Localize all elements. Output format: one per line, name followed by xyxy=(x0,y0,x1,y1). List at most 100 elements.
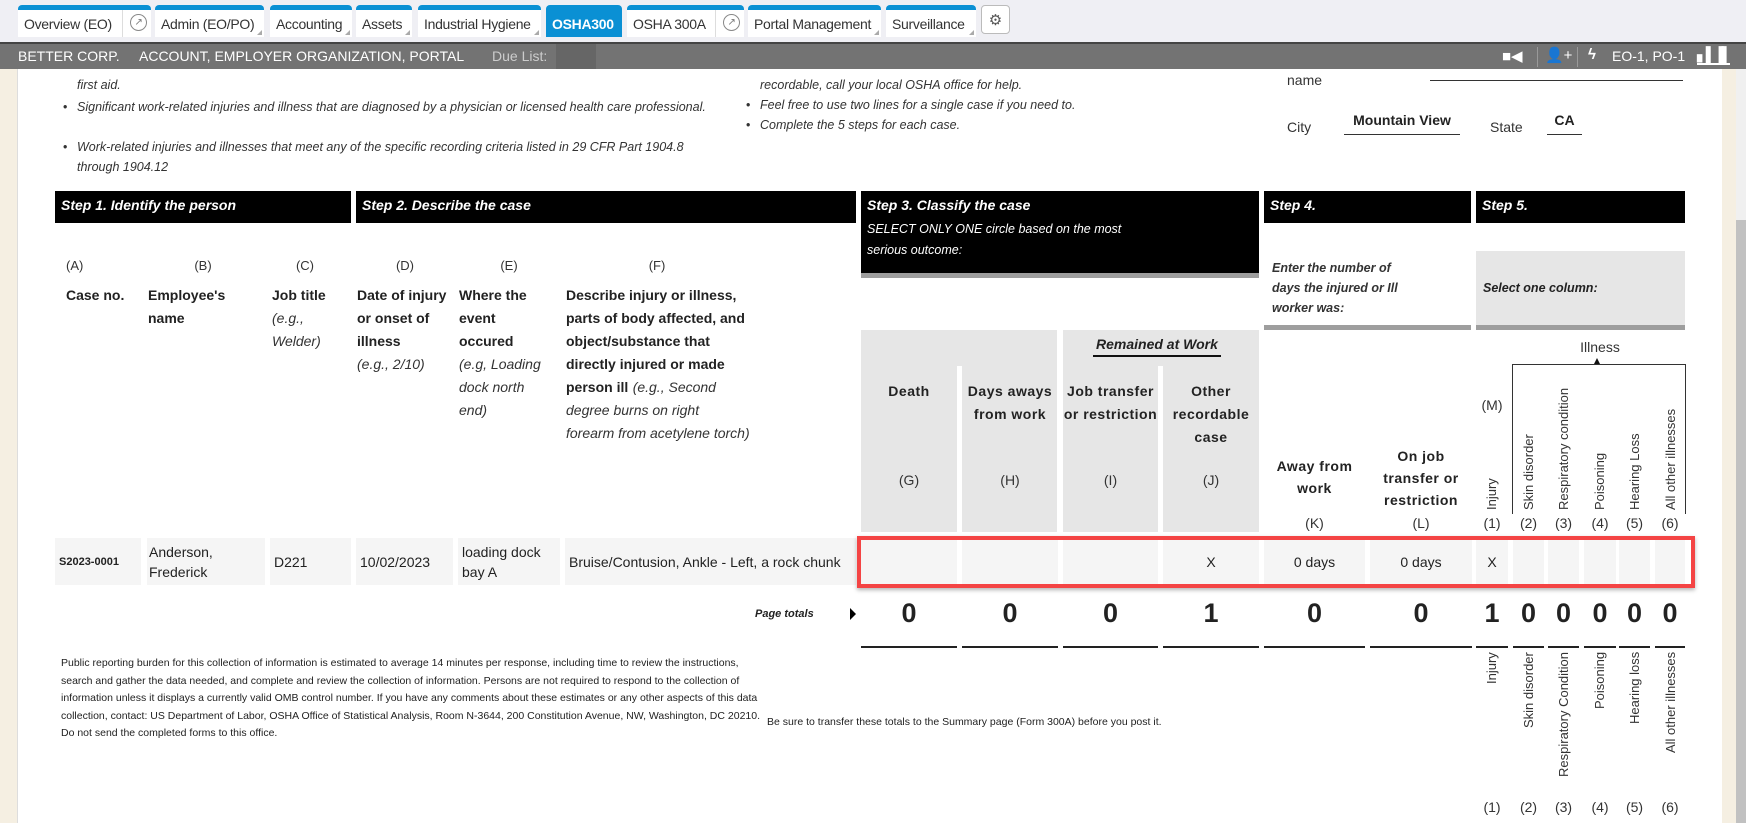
illness-col-num: (3) xyxy=(1554,515,1573,531)
dropdown-corner-icon xyxy=(534,30,539,35)
tab-industrial-hygiene[interactable]: Industrial Hygiene xyxy=(418,5,541,37)
company-name: BETTER CORP. xyxy=(18,48,120,64)
divider xyxy=(1537,47,1538,67)
col-f-title: Describe injury or illness, parts of bod… xyxy=(566,287,745,395)
tab-accounting[interactable]: Accounting xyxy=(270,5,352,37)
col-j-letter: (J) xyxy=(1202,472,1220,488)
org-codes[interactable]: EO-1, PO-1 xyxy=(1612,48,1686,64)
lightning-icon[interactable]: ϟ xyxy=(1588,46,1596,63)
dropdown-corner-icon xyxy=(405,30,410,35)
external-link-icon[interactable]: ↗ xyxy=(723,14,740,31)
dropdown-corner-icon xyxy=(345,30,350,35)
cell-m3[interactable] xyxy=(1548,538,1579,585)
bottom-col-num: (6) xyxy=(1661,799,1679,815)
bar-chart-icon[interactable]: ▖▌▐▌ xyxy=(1697,46,1732,65)
highlight-box xyxy=(857,536,1695,588)
illness-col-num: (4) xyxy=(1591,515,1609,531)
col-e-header: Where the event occured (e.g, Loading doc… xyxy=(459,284,559,422)
col-f-example: (e.g., Second degree burns on right fore… xyxy=(566,379,750,441)
total-underline xyxy=(1370,646,1472,648)
state-field[interactable]: CA xyxy=(1547,112,1582,135)
step1-header: Step 1. Identify the person xyxy=(55,191,351,223)
tab-label: Surveillance xyxy=(892,15,965,32)
city-label: City xyxy=(1287,119,1312,135)
illness-col-title: All other illnesses xyxy=(1663,408,1678,510)
col-k-title: Away from work xyxy=(1276,458,1353,496)
total-m3: 0 xyxy=(1555,598,1572,628)
illness-bracket xyxy=(1512,364,1686,514)
col-c-letter: (C) xyxy=(295,258,315,273)
cell-m5[interactable] xyxy=(1619,538,1650,585)
cell-m4[interactable] xyxy=(1584,538,1616,585)
tab-osha300[interactable]: OSHA300 xyxy=(546,5,622,37)
cell-g[interactable] xyxy=(861,538,957,585)
total-underline xyxy=(1476,646,1508,648)
step3-header: Step 3. Classify the case SELECT ONLY ON… xyxy=(861,191,1259,273)
bottom-col-num: (5) xyxy=(1625,799,1644,815)
illness-col-num: (1) xyxy=(1483,515,1501,531)
remained-at-work-label: Remained at Work xyxy=(1093,336,1221,357)
illness-col-num: (6) xyxy=(1661,515,1679,531)
tab-portal-management[interactable]: Portal Management xyxy=(748,5,881,37)
cell-l[interactable]: 0 days xyxy=(1370,538,1472,585)
bottom-col-title: All other illnesses xyxy=(1663,652,1678,754)
tab-admin[interactable]: Admin (EO/PO) xyxy=(155,5,264,37)
state-label: State xyxy=(1490,119,1523,135)
col-d-title: Date of injury or onset of illness xyxy=(357,287,447,349)
total-underline xyxy=(1163,646,1259,648)
cell-description[interactable]: Bruise/Contusion, Ankle - Left, a rock c… xyxy=(565,538,856,585)
cell-case-no[interactable]: S2023-0001 xyxy=(55,538,141,585)
divider xyxy=(1577,47,1578,67)
total-m4: 0 xyxy=(1592,598,1608,628)
settings-gear-icon[interactable]: ⚙ xyxy=(981,5,1010,34)
cell-h[interactable] xyxy=(962,538,1058,585)
col-e-example: (e.g, Loading dock north end) xyxy=(459,356,541,418)
cell-i[interactable] xyxy=(1063,538,1158,585)
cell-m1[interactable]: X xyxy=(1476,538,1508,585)
intro-bullet: Significant work-related injuries and il… xyxy=(63,97,717,117)
col-c-title: Job title xyxy=(272,287,326,303)
divider xyxy=(1476,325,1685,330)
cell-employee-name[interactable]: Anderson, Frederick xyxy=(147,538,265,585)
cell-date[interactable]: 10/02/2023 xyxy=(356,538,453,585)
tab-osha-300a[interactable]: OSHA 300A ↗ xyxy=(627,5,744,37)
total-underline xyxy=(1655,646,1685,648)
col-g-title: Death xyxy=(888,383,930,399)
add-user-icon[interactable]: 👤+ xyxy=(1545,47,1573,64)
video-icon[interactable]: ■◀ xyxy=(1502,48,1523,65)
divider xyxy=(957,366,962,532)
arrow-up-icon xyxy=(1594,358,1600,364)
col-k-letter: (K) xyxy=(1305,515,1324,531)
establishment-name-field[interactable] xyxy=(1430,80,1683,81)
illness-col-num: (2) xyxy=(1519,515,1538,531)
external-link-icon[interactable]: ↗ xyxy=(130,14,147,31)
tab-assets[interactable]: Assets xyxy=(356,5,412,37)
col-e-letter: (E) xyxy=(500,258,518,273)
tab-surveillance[interactable]: Surveillance xyxy=(886,5,976,37)
col-l-letter: (L) xyxy=(1412,515,1430,531)
dropdown-corner-icon xyxy=(874,30,879,35)
divider xyxy=(1158,366,1163,532)
cell-k[interactable]: 0 days xyxy=(1264,538,1365,585)
total-i: 0 xyxy=(1102,598,1119,628)
total-underline xyxy=(1063,646,1158,648)
cell-m6[interactable] xyxy=(1655,538,1685,585)
cell-job-title[interactable]: D221 xyxy=(270,538,351,585)
bottom-col-num: (1) xyxy=(1483,799,1501,815)
tab-label: OSHA300 xyxy=(552,15,614,32)
cell-location[interactable]: loading dock bay A xyxy=(458,538,560,585)
cell-j[interactable]: X xyxy=(1163,538,1259,585)
total-underline xyxy=(1264,646,1365,648)
tab-label: Admin (EO/PO) xyxy=(161,15,255,32)
total-underline xyxy=(1619,646,1650,648)
illness-col-title: Hearing Loss xyxy=(1627,433,1642,510)
intro-bullet: Feel free to use two lines for a single … xyxy=(746,98,1075,112)
divider xyxy=(861,273,1259,278)
total-m5: 0 xyxy=(1626,598,1643,628)
cell-m2[interactable] xyxy=(1513,538,1544,585)
scrollbar-thumb[interactable] xyxy=(1736,220,1746,823)
col-e-title: Where the event occured xyxy=(459,287,527,349)
due-list-value[interactable] xyxy=(556,44,596,69)
tab-overview-eo[interactable]: Overview (EO) ↗ xyxy=(18,5,151,37)
city-field[interactable]: Mountain View xyxy=(1344,112,1460,135)
